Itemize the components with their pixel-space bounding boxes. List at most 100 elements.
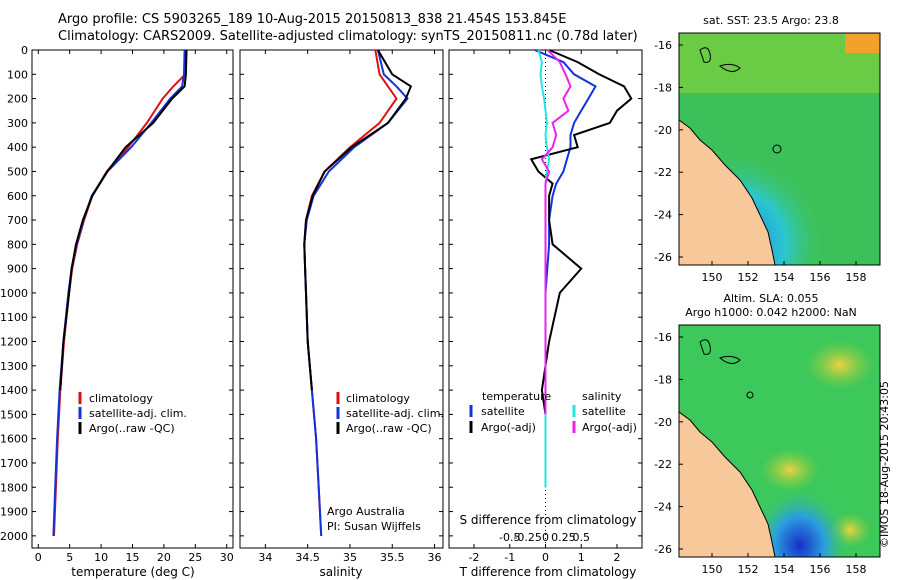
- credit-pi: PI: Susan Wijffels: [327, 520, 421, 533]
- x-tick-label: 34: [258, 551, 272, 564]
- map-lon-label: 158: [846, 271, 867, 284]
- map-lat-label: -24: [654, 209, 672, 222]
- difference-legend: temperature satellite Argo(-adj) salinit…: [469, 390, 637, 434]
- t-difference-xlabel: T difference from climatology: [459, 565, 637, 579]
- map-lon-label: 152: [738, 563, 759, 576]
- sla-reef-outline: [699, 339, 741, 364]
- header-line-2: Climatology: CARS2009. Satellite-adjuste…: [58, 29, 638, 44]
- map-lon-label: 156: [810, 271, 831, 284]
- sst-land-australia: [679, 119, 776, 265]
- x-tick-label: 30: [220, 551, 234, 564]
- salinity-xlabel: salinity: [319, 565, 362, 579]
- map-lat-label: -18: [654, 81, 672, 94]
- series-line-argo: [303, 49, 413, 391]
- legend-label-satellite: satellite-adj. clim.: [89, 407, 187, 420]
- salinity-panel-frame: [239, 49, 444, 549]
- series-line-argo: [59, 49, 188, 391]
- depth-tick-label: 1800: [0, 481, 28, 494]
- depth-tick-label: 800: [7, 238, 28, 251]
- s-tick-label: 0.25: [551, 531, 576, 544]
- map-lat-label: -22: [654, 458, 672, 471]
- legend-label-s-satellite: satellite: [582, 405, 626, 418]
- depth-tick-label: 1300: [0, 360, 28, 373]
- sst-reef-outline: [699, 47, 741, 72]
- legend-label-argo: Argo(..raw -QC): [89, 422, 175, 435]
- sla-map: [678, 324, 881, 558]
- map-lat-label: -20: [654, 124, 672, 137]
- map-lat-label: -20: [654, 416, 672, 429]
- header-line-1: Argo profile: CS 5903265_189 10-Aug-2015…: [58, 12, 567, 27]
- map-lat-label: -26: [654, 251, 672, 264]
- s-difference-title: S difference from climatology: [460, 513, 637, 527]
- temperature-xlabel: temperature (deg C): [71, 565, 194, 579]
- legend-salinity-heading: salinity: [582, 390, 622, 403]
- depth-tick-label: 200: [7, 93, 28, 106]
- map-lat-label: -26: [654, 543, 672, 556]
- depth-tick-label: 900: [7, 263, 28, 276]
- difference-chart: -2 -1 0 1 2 -0.5-0.25 0 0.250.5: [449, 49, 642, 564]
- depth-tick-label: 1400: [0, 384, 28, 397]
- legend-label-s-argo: Argo(-adj): [582, 421, 637, 434]
- x-tick-label: 20: [157, 551, 171, 564]
- s-tick-label: -0.25: [513, 531, 541, 544]
- depth-tick-label: 1700: [0, 457, 28, 470]
- legend-label-satellite: satellite-adj. clim.: [346, 407, 444, 420]
- series-line-satellite: [52, 49, 186, 536]
- map-lat-label: -18: [654, 373, 672, 386]
- x-tick-label: 0: [542, 551, 549, 564]
- x-tick-label: 25: [188, 551, 202, 564]
- salinity-chart: 34 34.5 35 35.5 36: [240, 49, 443, 564]
- map-lat-label: -16: [654, 331, 672, 344]
- depth-tick-label: 1000: [0, 287, 28, 300]
- x-tick-label: -2: [469, 551, 480, 564]
- sst-hot-corner: [845, 33, 880, 53]
- depth-tick-label: 300: [7, 117, 28, 130]
- sst-map: [678, 32, 881, 266]
- temperature-legend: climatology satellite-adj. clim. Argo(..…: [78, 392, 187, 435]
- x-tick-label: 35: [343, 551, 357, 564]
- depth-tick-label: 1200: [0, 336, 28, 349]
- depth-tick-label: 1900: [0, 506, 28, 519]
- sst-map-frame: [678, 32, 881, 266]
- x-tick-label: 35.5: [380, 551, 405, 564]
- map-axes: -16 -18 -20 -22 -24 -26 150 152 154 156 158 -16 -18 -…: [654, 39, 866, 576]
- temperature-chart: 0100200300400500600700800900100011001200…: [0, 44, 234, 564]
- x-tick-label: 5: [66, 551, 73, 564]
- depth-tick-label: 500: [7, 165, 28, 178]
- sla-land-australia: [679, 411, 776, 557]
- sst-island-outline: [772, 144, 782, 154]
- series-line-s-argo: [540, 49, 572, 415]
- legend-temperature-heading: temperature: [482, 390, 551, 403]
- sla-map-frame: [678, 324, 881, 558]
- depth-tick-label: 600: [7, 190, 28, 203]
- depth-tick-label: 100: [7, 68, 28, 81]
- depth-tick-label: 1600: [0, 433, 28, 446]
- map-lat-label: -24: [654, 501, 672, 514]
- x-tick-label: 1: [578, 551, 585, 564]
- sst-map-title: sat. SST: 23.5 Argo: 23.8: [703, 14, 839, 27]
- map-lon-label: 154: [774, 271, 795, 284]
- map-lon-label: 150: [702, 563, 723, 576]
- series-line-t-argo: [529, 49, 633, 415]
- depth-tick-label: 2000: [0, 530, 28, 543]
- x-tick-label: 2: [613, 551, 620, 564]
- x-tick-label: 34.5: [295, 551, 320, 564]
- s-tick-label: 0: [542, 531, 549, 544]
- series-line-satellite: [303, 49, 409, 536]
- map-lat-label: -22: [654, 166, 672, 179]
- legend-label-climatology: climatology: [346, 392, 410, 405]
- map-lat-label: -16: [654, 39, 672, 52]
- depth-tick-label: 400: [7, 141, 28, 154]
- sla-island-outline: [746, 391, 754, 399]
- legend-label-t-satellite: satellite: [481, 405, 525, 418]
- legend-label-climatology: climatology: [89, 392, 153, 405]
- map-lon-label: 158: [846, 563, 867, 576]
- x-tick-label: 15: [126, 551, 140, 564]
- x-tick-label: 10: [94, 551, 108, 564]
- s-tick-label: 0.5: [572, 531, 590, 544]
- map-lon-label: 154: [774, 563, 795, 576]
- s-tick-label: -0.5: [499, 531, 520, 544]
- map-lon-label: 152: [738, 271, 759, 284]
- credit-argo-australia: Argo Australia: [327, 505, 405, 518]
